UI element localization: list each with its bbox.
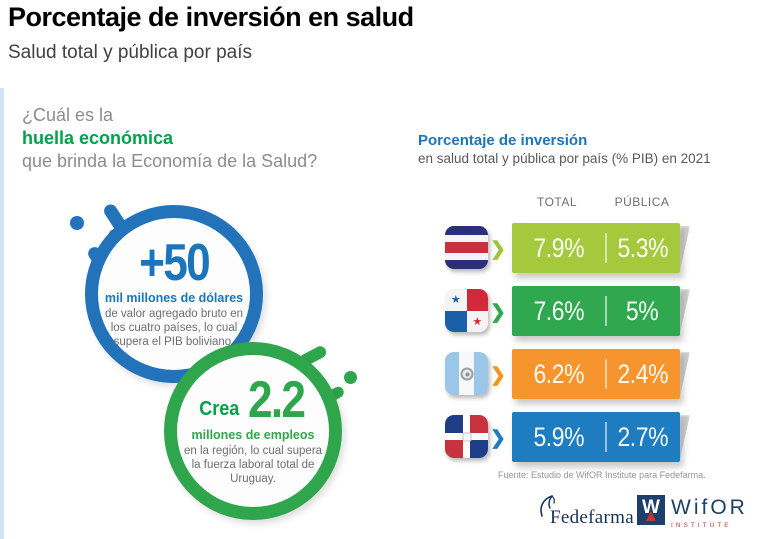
- wifor-logo: W WifOR INSTITUTE: [637, 495, 748, 529]
- bar-divider: [605, 422, 607, 452]
- bar-guatemala: 6.2% 2.4%: [512, 349, 680, 399]
- value-total: 7.9%: [533, 232, 584, 263]
- flag-costa-rica: [445, 226, 488, 269]
- panel-subtitle: en salud total y pública por país (% PIB…: [418, 151, 711, 166]
- jobs-value: 2.2: [248, 370, 306, 429]
- value-publica: 2.7%: [617, 421, 668, 452]
- green-dot-icon: [344, 371, 357, 384]
- star-icon: ★: [472, 315, 483, 328]
- wifor-wordmark: WifOR: [671, 496, 748, 519]
- blue-dot-icon: [70, 216, 84, 230]
- wifor-triangle-icon: [646, 511, 656, 521]
- column-header-total: TOTAL: [536, 195, 578, 209]
- page-title: Porcentaje de inversión en salud: [8, 2, 414, 32]
- panel-title: Porcentaje de inversión: [418, 132, 588, 149]
- value-publica: 5%: [626, 295, 659, 326]
- bar-divider: [605, 296, 607, 326]
- gdp-value: +50: [139, 233, 211, 292]
- value-publica: 2.4%: [617, 358, 668, 389]
- question-block: ¿Cuál es la huella económica que brinda …: [22, 104, 317, 173]
- chevron-right-icon: ❯: [490, 365, 506, 386]
- jobs-prefix: Crea: [198, 398, 239, 421]
- value-total: 5.9%: [533, 421, 584, 452]
- page-subtitle: Salud total y pública por país: [8, 42, 252, 63]
- chevron-right-icon: ❯: [490, 302, 506, 323]
- bar-divider: [605, 359, 607, 389]
- value-total: 6.2%: [533, 358, 584, 389]
- column-header-publica: PÚBLICA: [614, 195, 670, 209]
- bar-costa-rica: 7.9% 5.3%: [512, 223, 680, 273]
- stat-circle-jobs: Crea 2.2 millones de empleos en la regió…: [164, 342, 342, 520]
- flag-dominican-republic: [445, 415, 488, 458]
- star-icon: ★: [450, 294, 461, 307]
- chevron-right-icon: ❯: [490, 428, 506, 449]
- source-note: Fuente: Estudio de WifOR Institute para …: [498, 470, 706, 480]
- bar-divider: [605, 233, 607, 263]
- fedefarma-icon: [540, 495, 555, 517]
- question-line-3: que brinda la Economía de la Salud?: [22, 151, 318, 171]
- jobs-value-label: millones de empleos: [191, 428, 315, 443]
- gdp-description: de valor agregado bruto en los cuatro pa…: [104, 308, 244, 349]
- dominican-emblem-icon: [462, 432, 471, 441]
- flag-panama: ★ ★: [445, 289, 488, 332]
- infographic: ¿Cuál es la huella económica que brinda …: [0, 88, 780, 539]
- chevron-right-icon: ❯: [490, 239, 506, 260]
- jobs-description: en la región, lo cual supera la fuerza l…: [183, 445, 323, 486]
- bar-panama: 7.6% 5%: [512, 286, 680, 336]
- left-edge-strip: [0, 88, 4, 539]
- question-line-2: huella económica: [22, 128, 174, 148]
- question-line-1: ¿Cuál es la: [22, 105, 114, 125]
- wifor-mark-icon: W: [637, 495, 665, 525]
- gdp-value-label: mil millones de dólares: [104, 291, 244, 306]
- flag-guatemala: [445, 352, 488, 395]
- fedefarma-wordmark: Fedefarma: [550, 507, 634, 528]
- bar-dominican-republic: 5.9% 2.7%: [512, 412, 680, 462]
- value-publica: 5.3%: [617, 232, 668, 263]
- guatemala-emblem-icon: [460, 367, 473, 380]
- wifor-institute-label: INSTITUTE: [671, 522, 732, 529]
- value-total: 7.6%: [533, 295, 584, 326]
